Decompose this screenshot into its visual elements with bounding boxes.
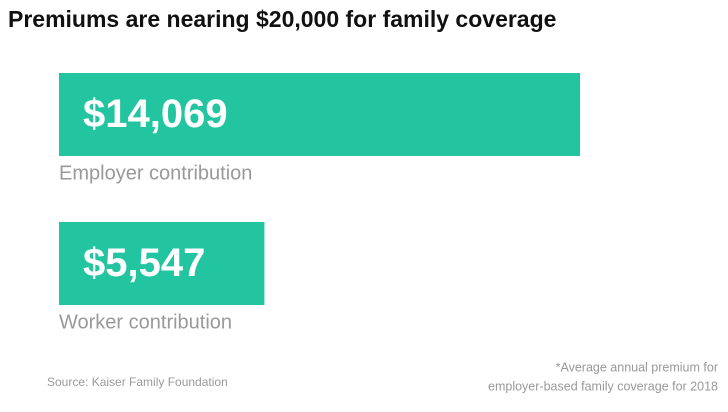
category-label: Employer contribution	[59, 162, 252, 184]
value-label: $5,547	[83, 241, 205, 285]
note-line: employer-based family coverage for 2018	[488, 379, 718, 393]
chart-title: Premiums are nearing $20,000 for family …	[8, 6, 556, 32]
value-label: $14,069	[83, 92, 228, 136]
note-line: *Average annual premium for	[556, 360, 718, 374]
category-label: Worker contribution	[59, 311, 232, 333]
bar	[59, 73, 580, 156]
source: Source: Kaiser Family Foundation	[47, 375, 228, 389]
bar	[59, 222, 265, 305]
